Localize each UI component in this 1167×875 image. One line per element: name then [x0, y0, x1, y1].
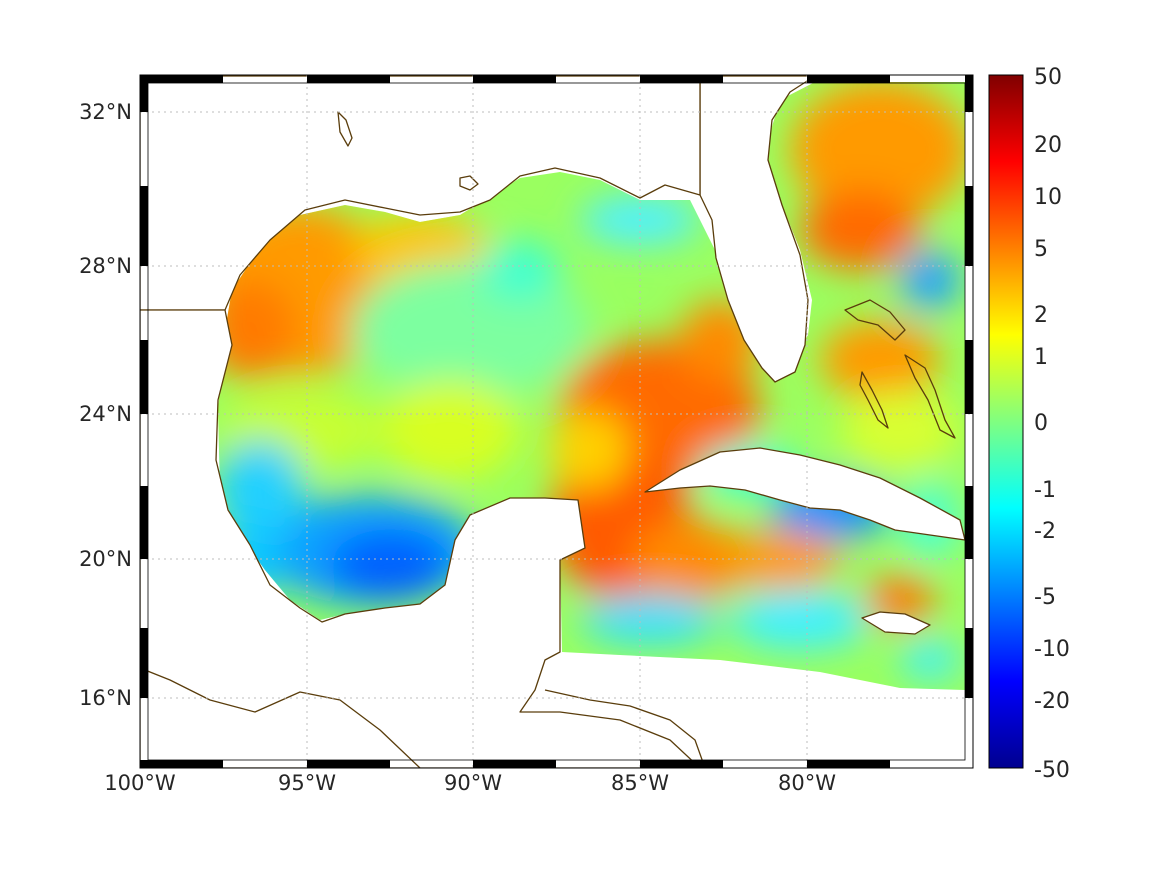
y-tick-label: 16°N — [79, 686, 132, 710]
x-tick-label: 90°W — [444, 771, 502, 795]
map-border — [139, 74, 974, 769]
colorbar-tick-label: -50 — [1034, 758, 1070, 783]
colorbar-tick-label: 5 — [1034, 237, 1048, 262]
colorbar-tick-label: 20 — [1034, 133, 1062, 158]
x-axis: 100°W 95°W 90°W 85°W 80°W — [104, 771, 836, 795]
coastlines — [140, 75, 966, 768]
mexico-land — [140, 309, 701, 768]
colorbar-tick-label: 50 — [1034, 65, 1062, 90]
y-tick-label: 32°N — [79, 100, 132, 124]
colorbar-tick-label: 1 — [1034, 345, 1048, 370]
x-tick-label: 100°W — [104, 771, 176, 795]
y-tick-label: 28°N — [79, 254, 132, 278]
y-axis: 32°N 28°N 24°N 20°N 16°N — [79, 100, 132, 710]
colorbar-tick-label: -20 — [1034, 689, 1070, 714]
colorbar-gradient — [988, 74, 1024, 769]
jamaica-land — [861, 611, 931, 635]
bahamas-island — [844, 299, 906, 341]
x-tick-label: 85°W — [611, 771, 669, 795]
y-tick-label: 20°N — [79, 547, 132, 571]
colorbar-tick-label: 2 — [1034, 303, 1048, 328]
us-gulf-coast-land — [140, 75, 701, 311]
bahamas-island — [904, 354, 956, 439]
colorbar-tick-label: -10 — [1034, 637, 1070, 662]
cuba-land — [644, 447, 966, 541]
colorbar-tick-label: -2 — [1034, 519, 1056, 544]
gridlines — [140, 75, 973, 768]
x-tick-label: 80°W — [778, 771, 836, 795]
colorbar: 50 20 10 5 2 1 0 -1 -2 -5 -10 -20 -50 — [988, 65, 1070, 783]
lake-outline — [459, 175, 479, 191]
colorbar-tick-label: -1 — [1034, 478, 1056, 503]
colorbar-tick-label: 10 — [1034, 185, 1062, 210]
colorbar-tick-label: -5 — [1034, 585, 1056, 610]
y-tick-label: 24°N — [79, 402, 132, 426]
honduras-coast — [544, 689, 706, 768]
lake-outline — [337, 111, 353, 147]
colorbar-tick-label: 0 — [1034, 411, 1048, 436]
pacific-coast — [140, 667, 421, 768]
bahamas-island — [859, 371, 889, 429]
x-tick-label: 95°W — [278, 771, 336, 795]
